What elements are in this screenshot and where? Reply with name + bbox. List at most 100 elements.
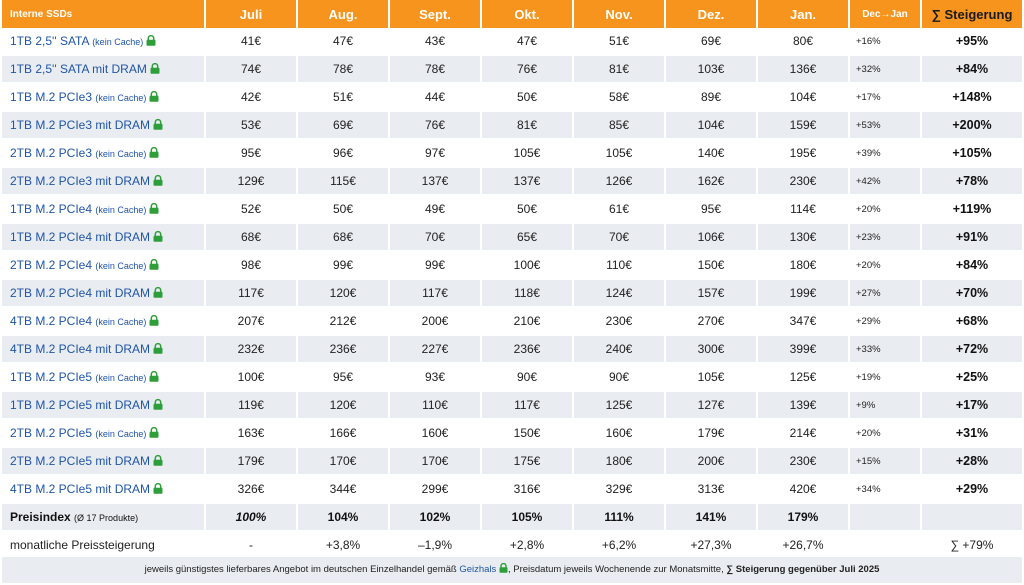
monthly-cell-aug: +3,8% <box>298 532 388 560</box>
header-row: Interne SSDs Juli Aug. Sept. Okt. Nov. D… <box>2 0 1022 28</box>
price-cell-aug: 47€ <box>298 28 388 56</box>
lock-icon <box>150 482 163 496</box>
price-cell-nov: 110€ <box>574 252 664 280</box>
price-cell-sep: 117€ <box>390 280 480 308</box>
product-link[interactable]: 1TB 2,5'' SATA mit DRAM <box>2 56 204 84</box>
product-link[interactable]: 2TB M.2 PCIe5 (kein Cache) <box>2 420 204 448</box>
price-cell-dec: 179€ <box>666 420 756 448</box>
price-cell-jan: 347€ <box>758 308 848 336</box>
price-cell-oct: 81€ <box>482 112 572 140</box>
price-cell-jan: 199€ <box>758 280 848 308</box>
monthly-label: monatliche Preissteigerung <box>2 532 204 560</box>
total-increase-cell: +78% <box>922 168 1022 196</box>
lock-icon <box>150 398 163 412</box>
price-cell-aug: 344€ <box>298 476 388 504</box>
price-cell-jul: 53€ <box>206 112 296 140</box>
price-cell-sep: 76€ <box>390 112 480 140</box>
price-cell-jan: 420€ <box>758 476 848 504</box>
price-cell-dec: 105€ <box>666 364 756 392</box>
total-increase-cell: +84% <box>922 252 1022 280</box>
product-link[interactable]: 1TB M.2 PCIe4 mit DRAM <box>2 224 204 252</box>
footer-text-middle: , Preisdatum jeweils Wochenende zur Mona… <box>507 564 724 575</box>
ssd-price-table: Interne SSDs Juli Aug. Sept. Okt. Nov. D… <box>2 0 1022 560</box>
product-link[interactable]: 4TB M.2 PCIe4 (kein Cache) <box>2 308 204 336</box>
table-row: 1TB 2,5'' SATA (kein Cache) 41€ 47€ 43€ 47€ 5… <box>2 28 1022 56</box>
price-cell-aug: 78€ <box>298 56 388 84</box>
footer-text-before: jeweils günstigstes lieferbares Angebot … <box>144 564 457 575</box>
table-row: 4TB M.2 PCIe4 (kein Cache) 207€ 212€ 200€ 21… <box>2 308 1022 336</box>
monthly-cell-nov: +6,2% <box>574 532 664 560</box>
product-link[interactable]: 1TB M.2 PCIe3 mit DRAM <box>2 112 204 140</box>
index-label: Preisindex <box>10 510 71 524</box>
price-cell-aug: 96€ <box>298 140 388 168</box>
price-cell-aug: 95€ <box>298 364 388 392</box>
price-cell-sep: 299€ <box>390 476 480 504</box>
price-cell-sep: 43€ <box>390 28 480 56</box>
price-cell-dec: 127€ <box>666 392 756 420</box>
price-cell-aug: 170€ <box>298 448 388 476</box>
price-cell-jul: 68€ <box>206 224 296 252</box>
monthly-cell-oct: +2,8% <box>482 532 572 560</box>
dec-jan-cell: +32% <box>850 56 920 84</box>
product-link[interactable]: 2TB M.2 PCIe4 mit DRAM <box>2 280 204 308</box>
product-link[interactable]: 2TB M.2 PCIe3 mit DRAM <box>2 168 204 196</box>
footer-source-link[interactable]: Geizhals <box>459 564 497 575</box>
price-cell-aug: 115€ <box>298 168 388 196</box>
product-link[interactable]: 2TB M.2 PCIe4 (kein Cache) <box>2 252 204 280</box>
price-cell-dec: 140€ <box>666 140 756 168</box>
price-cell-jul: 98€ <box>206 252 296 280</box>
price-cell-jan: 104€ <box>758 84 848 112</box>
price-cell-jul: 100€ <box>206 364 296 392</box>
price-cell-nov: 160€ <box>574 420 664 448</box>
product-link[interactable]: 1TB M.2 PCIe5 mit DRAM <box>2 392 204 420</box>
table-row: 1TB 2,5'' SATA mit DRAM 74€ 78€ 78€ 76€ 81€ 10… <box>2 56 1022 84</box>
price-cell-jul: 42€ <box>206 84 296 112</box>
price-cell-jul: 232€ <box>206 336 296 364</box>
product-link[interactable]: 2TB M.2 PCIe5 mit DRAM <box>2 448 204 476</box>
dec-jan-cell: +19% <box>850 364 920 392</box>
price-cell-oct: 137€ <box>482 168 572 196</box>
product-note: (kein Cache) <box>95 149 147 159</box>
price-cell-sep: 227€ <box>390 336 480 364</box>
table-body: 1TB 2,5'' SATA (kein Cache) 41€ 47€ 43€ 47€ 5… <box>2 28 1022 560</box>
price-cell-aug: 212€ <box>298 308 388 336</box>
total-increase-cell: +28% <box>922 448 1022 476</box>
monthly-total: ∑ +79% <box>922 532 1022 560</box>
index-cell-jul: 100% <box>206 504 296 532</box>
price-cell-sep: 70€ <box>390 224 480 252</box>
product-link[interactable]: 4TB M.2 PCIe4 mit DRAM <box>2 336 204 364</box>
product-link[interactable]: 2TB M.2 PCIe3 (kein Cache) <box>2 140 204 168</box>
product-name: 4TB M.2 PCIe4 <box>10 314 93 328</box>
header-total: ∑ Steigerung <box>922 0 1022 28</box>
table-row: 2TB M.2 PCIe4 mit DRAM 117€ 120€ 117€ 118€ 12… <box>2 280 1022 308</box>
price-cell-jan: 230€ <box>758 168 848 196</box>
price-cell-jul: 129€ <box>206 168 296 196</box>
price-cell-jan: 195€ <box>758 140 848 168</box>
price-cell-aug: 51€ <box>298 84 388 112</box>
price-cell-jan: 214€ <box>758 420 848 448</box>
price-cell-jul: 179€ <box>206 448 296 476</box>
price-cell-sep: 93€ <box>390 364 480 392</box>
dec-jan-cell: +33% <box>850 336 920 364</box>
lock-icon <box>147 62 160 76</box>
price-cell-jul: 163€ <box>206 420 296 448</box>
price-cell-jul: 95€ <box>206 140 296 168</box>
product-link[interactable]: 1TB M.2 PCIe3 (kein Cache) <box>2 84 204 112</box>
product-link[interactable]: 1TB M.2 PCIe5 (kein Cache) <box>2 364 204 392</box>
product-note: (kein Cache) <box>95 261 147 271</box>
price-cell-aug: 120€ <box>298 280 388 308</box>
lock-icon <box>150 454 163 468</box>
price-cell-nov: 126€ <box>574 168 664 196</box>
price-cell-jan: 114€ <box>758 196 848 224</box>
price-cell-dec: 104€ <box>666 112 756 140</box>
table-row: 2TB M.2 PCIe4 (kein Cache) 98€ 99€ 99€ 100€ 1… <box>2 252 1022 280</box>
product-link[interactable]: 1TB 2,5'' SATA (kein Cache) <box>2 28 204 56</box>
price-cell-oct: 175€ <box>482 448 572 476</box>
product-link[interactable]: 1TB M.2 PCIe4 (kein Cache) <box>2 196 204 224</box>
table-row: 2TB M.2 PCIe3 (kein Cache) 95€ 96€ 97€ 105€ 1… <box>2 140 1022 168</box>
price-cell-dec: 300€ <box>666 336 756 364</box>
price-index-row: Preisindex (Ø 17 Produkte) 100% 104% 102% 10… <box>2 504 1022 532</box>
product-link[interactable]: 4TB M.2 PCIe5 mit DRAM <box>2 476 204 504</box>
monthly-dec-jan <box>850 532 920 560</box>
product-name: 4TB M.2 PCIe4 mit DRAM <box>10 342 151 356</box>
